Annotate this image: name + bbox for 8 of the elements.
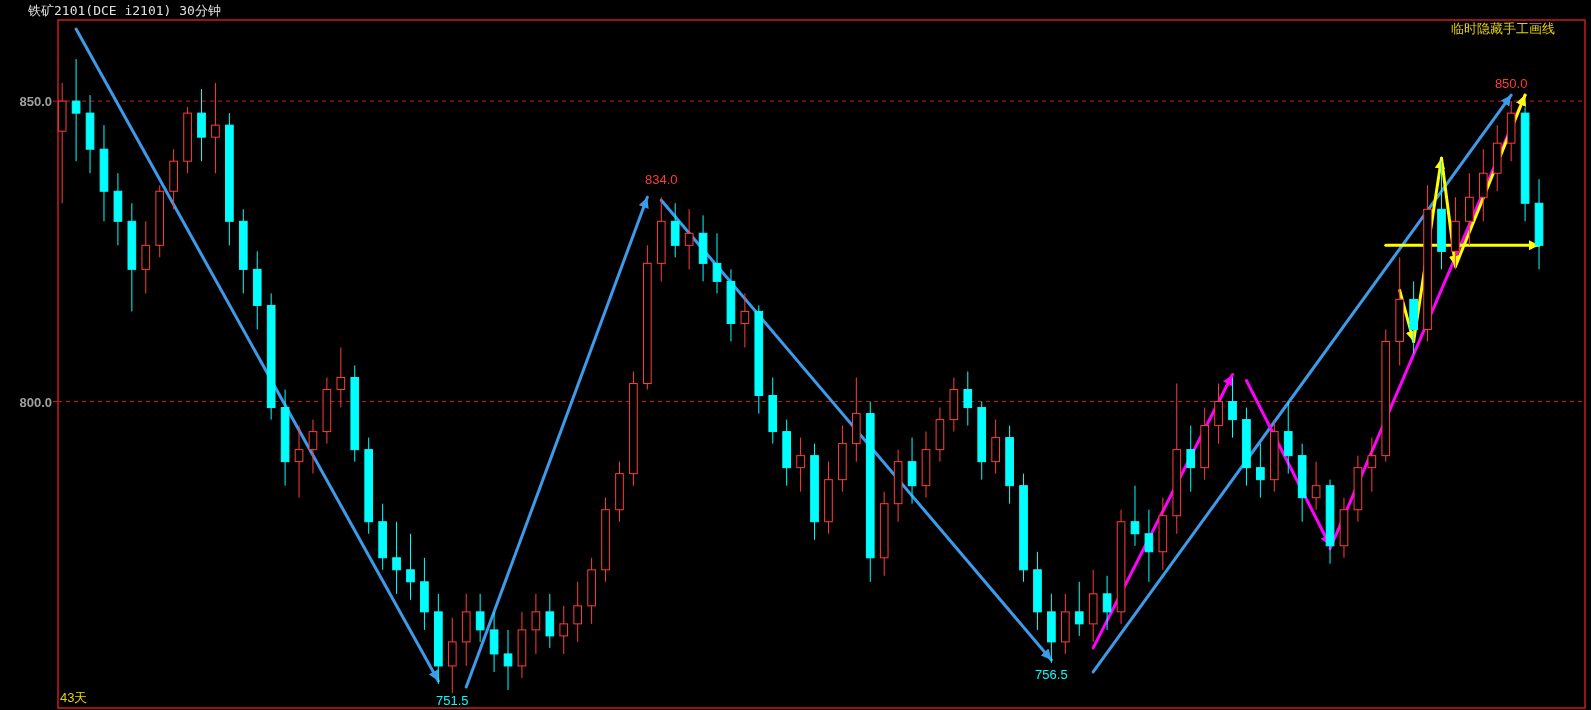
- annotation: 临时隐藏手工画线: [1451, 21, 1555, 36]
- y-tick-label: 800.0: [19, 394, 52, 410]
- annotation: 850.0: [1494, 76, 1528, 92]
- annotation: 834.0: [645, 172, 678, 188]
- chart-title: 铁矿2101(DCE i2101) 30分钟: [27, 3, 221, 18]
- annotation: 751.5: [436, 693, 469, 708]
- annotation: 43天: [60, 690, 88, 705]
- annotation: 756.5: [1035, 666, 1068, 682]
